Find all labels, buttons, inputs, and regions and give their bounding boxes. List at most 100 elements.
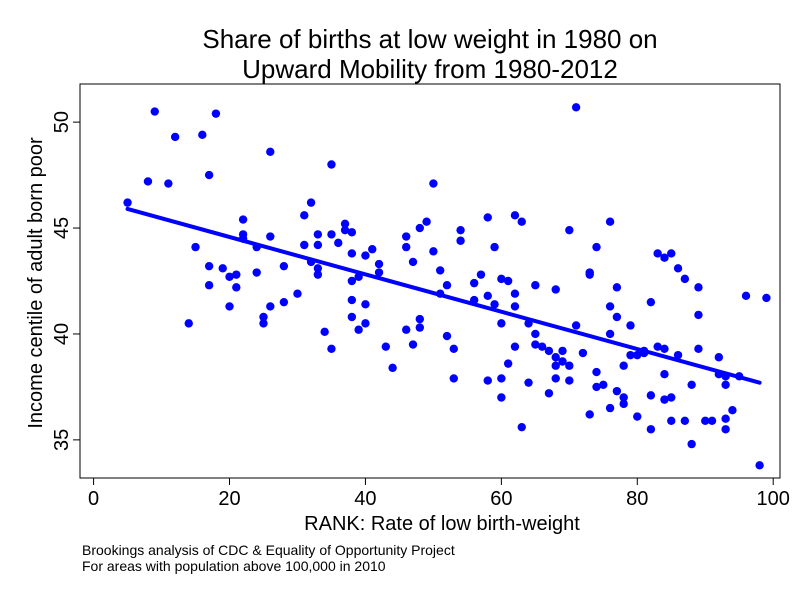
data-point	[266, 147, 275, 156]
data-point	[422, 217, 431, 226]
data-point	[361, 251, 370, 260]
data-point	[707, 416, 717, 426]
data-point	[510, 289, 520, 298]
data-point	[435, 266, 445, 275]
data-point	[402, 242, 411, 252]
data-point	[402, 325, 411, 334]
data-point	[673, 264, 683, 273]
data-point	[442, 281, 452, 290]
data-point	[490, 300, 499, 309]
data-point	[449, 374, 458, 383]
data-point	[408, 257, 418, 267]
data-point	[551, 374, 560, 383]
data-point	[340, 225, 350, 235]
data-point	[680, 274, 690, 284]
data-point	[347, 276, 357, 286]
data-point	[755, 461, 764, 470]
data-point	[232, 283, 241, 292]
data-point	[687, 380, 696, 389]
data-point	[673, 350, 683, 360]
data-point	[347, 249, 357, 258]
data-point	[531, 329, 540, 339]
data-point	[721, 425, 730, 434]
data-point	[551, 353, 560, 362]
data-point	[442, 331, 452, 341]
data-point	[762, 293, 771, 303]
data-point	[694, 283, 703, 292]
data-point	[694, 344, 703, 353]
data-point	[483, 376, 492, 385]
data-point	[653, 249, 662, 258]
data-point	[531, 281, 540, 290]
data-point	[605, 329, 615, 339]
data-point	[476, 270, 486, 279]
data-point	[170, 132, 180, 142]
data-point	[259, 312, 268, 322]
source-note: Brookings analysis of CDC & Equality of …	[82, 542, 455, 574]
x-tick-label: 80	[626, 488, 648, 510]
data-point	[279, 261, 289, 271]
x-tick-label: 100	[757, 488, 790, 510]
data-point	[313, 264, 323, 273]
data-point	[347, 295, 357, 305]
data-point	[599, 380, 608, 389]
x-tick-label: 40	[354, 488, 376, 510]
y-tick-label: 45	[51, 217, 73, 239]
data-point	[497, 274, 506, 284]
data-point	[191, 242, 200, 252]
data-point	[612, 386, 622, 396]
data-point	[503, 359, 513, 368]
data-point	[347, 312, 357, 322]
plot-frame	[79, 83, 781, 479]
data-point	[612, 312, 622, 322]
data-point	[592, 367, 601, 377]
chart-title: Share of births at low weight in 1980 on…	[80, 24, 780, 84]
data-point	[646, 391, 656, 400]
data-point	[218, 264, 227, 273]
data-point	[605, 217, 615, 226]
data-point	[626, 321, 635, 330]
data-point	[687, 439, 696, 449]
data-point	[503, 276, 513, 286]
data-point	[660, 344, 669, 353]
data-point	[728, 406, 737, 415]
data-point	[252, 268, 261, 277]
data-point	[517, 422, 526, 432]
plot-area-border	[79, 83, 781, 479]
data-point	[415, 223, 425, 233]
data-point	[415, 314, 425, 324]
data-point	[612, 283, 622, 292]
data-point	[313, 270, 323, 279]
data-point	[225, 272, 234, 281]
data-point	[619, 399, 628, 409]
data-point	[565, 361, 574, 370]
data-point	[347, 228, 357, 237]
data-point	[490, 242, 499, 252]
data-point	[143, 177, 153, 186]
data-point	[551, 361, 560, 370]
data-point	[551, 285, 560, 294]
data-point	[361, 300, 370, 309]
data-point	[232, 270, 241, 279]
data-point	[334, 238, 343, 248]
data-point	[619, 361, 628, 370]
data-point	[653, 342, 662, 351]
y-tick-label: 40	[51, 323, 73, 345]
data-point	[456, 236, 465, 245]
data-point	[633, 350, 642, 360]
data-point	[266, 302, 275, 311]
data-point	[150, 107, 159, 116]
x-tick-label: 0	[88, 488, 99, 510]
source-note-line-1: Brookings analysis of CDC & Equality of …	[82, 542, 455, 558]
data-point	[646, 425, 656, 434]
y-axis: 35 40 45 50	[51, 111, 80, 451]
data-point	[660, 370, 669, 379]
data-point	[721, 414, 730, 423]
data-point	[558, 346, 567, 356]
data-point	[585, 410, 594, 419]
data-point	[204, 170, 214, 180]
data-point	[374, 259, 384, 269]
y-axis-title: Income centile of adult born poor	[25, 137, 47, 429]
chart-title-line-1: Share of births at low weight in 1980 on	[202, 24, 658, 54]
